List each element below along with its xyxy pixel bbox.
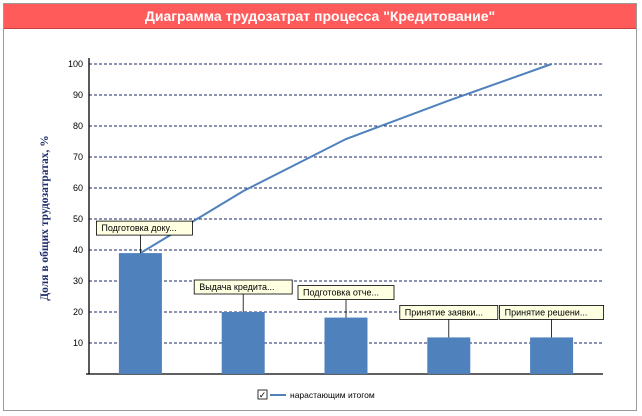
callout-label: Принятие решени... xyxy=(505,307,588,317)
y-tick-label: 90 xyxy=(73,90,83,100)
y-tick-label: 70 xyxy=(73,152,83,162)
bar xyxy=(530,337,574,374)
callout-label: Принятие заявки... xyxy=(405,307,483,317)
callout-box xyxy=(499,305,605,320)
y-tick-label: 10 xyxy=(73,338,83,348)
callout-box xyxy=(399,305,499,320)
chart-title: Диаграмма трудозатрат процесса "Кредитов… xyxy=(4,4,636,29)
legend[interactable]: ✓ нарастающим итогом xyxy=(257,389,375,400)
y-tick-label: 30 xyxy=(73,276,83,286)
cumulative-line xyxy=(139,63,552,254)
y-tick-label: 80 xyxy=(73,121,83,131)
callout-box xyxy=(96,220,193,236)
bar xyxy=(118,253,162,374)
legend-check-mark: ✓ xyxy=(259,390,267,400)
bars xyxy=(118,253,574,374)
y-tick-label: 60 xyxy=(73,183,83,193)
y-tick-label: 40 xyxy=(73,245,83,255)
y-tick-label: 100 xyxy=(68,59,83,69)
y-tick-label: 50 xyxy=(73,214,83,224)
y-axis-label: Доля в общих трудозатратах, % xyxy=(39,135,51,300)
callouts: Подготовка доку... Выдача кредита... Подго… xyxy=(96,220,605,338)
callout-box xyxy=(297,285,395,300)
callout-label: Подготовка доку... xyxy=(101,223,176,233)
callout-label: Подготовка отче... xyxy=(303,288,379,298)
legend-label-cumulative: нарастающим итогом xyxy=(290,390,375,400)
y-tick-label: 20 xyxy=(73,307,83,317)
callout-label: Выдача кредита... xyxy=(199,282,274,292)
cumulative-line-path xyxy=(139,63,552,254)
bar xyxy=(221,312,265,374)
bar xyxy=(324,317,368,374)
y-tick-labels: 10 20 30 40 50 60 70 80 90 100 xyxy=(68,59,83,348)
legend-checkbox[interactable] xyxy=(257,389,268,400)
bar xyxy=(427,337,471,374)
callout-box xyxy=(193,279,293,295)
